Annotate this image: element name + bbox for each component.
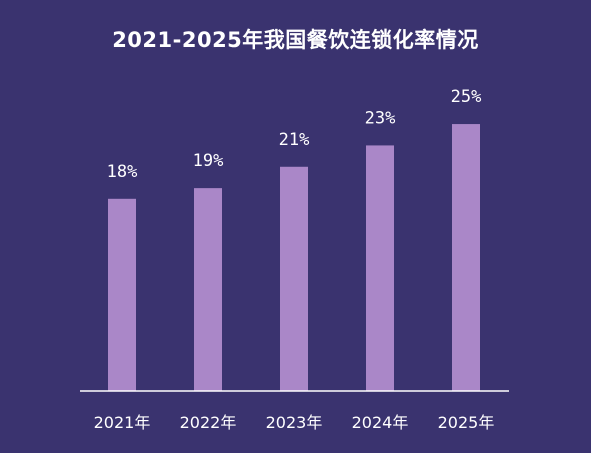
bar-value-label: 21% — [279, 130, 310, 150]
bar-2025年 — [452, 124, 480, 391]
bar-value-label: 19% — [193, 151, 224, 171]
x-tick-label: 2023年 — [266, 413, 323, 432]
x-tick-labels-layer: 2021年 2022年 2023年 2024年 2025年 — [94, 413, 495, 432]
bar-2023年 — [280, 166, 308, 391]
bar-value-label: 18% — [107, 162, 138, 182]
value-labels-layer: 18% 19% 21% 23% 25% — [107, 87, 482, 182]
chart-title: 2021-2025年我国餐饮连锁化率情况 — [112, 28, 479, 52]
bar-2022年 — [194, 188, 222, 391]
bar-2024年 — [366, 145, 394, 391]
x-tick-label: 2025年 — [438, 413, 495, 432]
x-tick-label: 2021年 — [94, 413, 151, 432]
bars-layer — [108, 124, 480, 391]
bar-value-label: 23% — [365, 108, 396, 128]
x-tick-label: 2024年 — [352, 413, 409, 432]
bar-2021年 — [108, 198, 136, 391]
bar-value-label: 25% — [451, 87, 482, 107]
x-tick-label: 2022年 — [180, 413, 237, 432]
